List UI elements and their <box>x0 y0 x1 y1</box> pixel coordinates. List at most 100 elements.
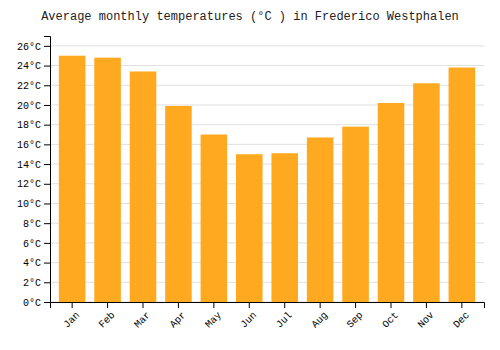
x-tick-label: Feb <box>97 310 118 331</box>
x-axis: Jan Feb Mar Apr May Jun Jul Aug Sep Oct Nov Dec <box>51 302 485 330</box>
y-tick: 6°C <box>23 239 50 250</box>
y-tick-label: 4°C <box>23 258 41 269</box>
y-tick: 26°C <box>17 42 50 53</box>
x-tick: Oct <box>380 302 401 330</box>
y-tick-mark <box>44 243 50 244</box>
y-tick-label: 8°C <box>23 219 41 230</box>
x-tick-label: Jun <box>239 310 260 331</box>
y-tick: 20°C <box>17 101 50 112</box>
x-tick-label: Dec <box>451 310 472 331</box>
x-tick-mark <box>143 302 144 308</box>
y-tick: 10°C <box>17 199 50 210</box>
y-tick: 8°C <box>23 219 50 230</box>
grid <box>50 46 484 302</box>
y-tick-label: 16°C <box>17 140 41 151</box>
y-tick: 14°C <box>17 160 50 171</box>
y-tick-mark <box>44 144 50 145</box>
x-tick: Apr <box>168 302 189 330</box>
y-tick-mark <box>44 302 50 303</box>
x-tick-label: Jul <box>274 310 295 331</box>
grid-line <box>50 45 484 46</box>
plot: 0°C 2°C 4°C 6°C 8°C 10°C 12°C 14°C 16°C 18°C 20°C 2… <box>17 37 485 331</box>
y-tick: 2°C <box>23 278 50 289</box>
y-tick-mark <box>44 66 50 67</box>
x-tick: Feb <box>97 302 118 330</box>
bars <box>59 56 475 302</box>
x-tick-label: Oct <box>380 310 401 331</box>
y-tick-label: 20°C <box>17 101 41 112</box>
x-tick: Dec <box>451 302 472 330</box>
y-tick: 12°C <box>17 179 50 190</box>
y-tick-mark <box>44 203 50 204</box>
x-tick-mark <box>213 302 214 308</box>
y-tick-mark <box>44 85 50 86</box>
bar <box>59 56 86 302</box>
y-tick-label: 26°C <box>17 42 41 53</box>
x-tick: Jul <box>274 302 295 330</box>
y-tick-label: 12°C <box>17 179 41 190</box>
x-tick-mark <box>178 302 179 308</box>
x-tick-mark <box>355 302 356 308</box>
y-tick: 4°C <box>23 258 50 269</box>
x-tick: Jan <box>62 302 83 330</box>
y-tick-label: 0°C <box>23 298 41 309</box>
y-tick: 16°C <box>17 140 50 151</box>
bar <box>94 58 121 302</box>
y-tick-mark <box>44 263 50 264</box>
x-tick-label: Sep <box>345 310 366 331</box>
x-tick-label: May <box>203 310 224 331</box>
x-tick-label: Aug <box>310 310 331 331</box>
x-tick-mark <box>107 302 108 308</box>
y-tick: 24°C <box>17 61 50 72</box>
x-tick-mark <box>249 302 250 308</box>
y-tick-mark <box>44 282 50 283</box>
bar <box>413 83 440 302</box>
x-tick-mark <box>461 302 462 308</box>
x-tick: May <box>203 302 224 330</box>
y-axis: 0°C 2°C 4°C 6°C 8°C 10°C 12°C 14°C 16°C 18°C 20°C 2… <box>17 37 51 309</box>
y-axis-line <box>44 37 51 303</box>
x-tick-mark <box>284 302 285 308</box>
y-tick-label: 2°C <box>23 278 41 289</box>
y-tick: 0°C <box>23 298 50 309</box>
bar <box>236 154 263 302</box>
bar <box>201 135 228 302</box>
x-tick: Nov <box>416 302 437 330</box>
x-tick-label: Mar <box>132 310 153 331</box>
title: Average monthly temperatures (°C ) in Fr… <box>41 10 459 24</box>
x-tick: Sep <box>345 302 366 330</box>
x-tick-label: Nov <box>416 310 437 331</box>
y-tick-label: 18°C <box>17 120 41 131</box>
bar <box>165 106 192 302</box>
y-tick-mark <box>44 125 50 126</box>
x-tick-mark <box>72 302 73 308</box>
y-tick-label: 24°C <box>17 61 41 72</box>
bar <box>130 71 157 302</box>
x-tick-label: Apr <box>168 310 189 331</box>
chart: Average monthly temperatures (°C ) in Fr… <box>0 0 500 350</box>
bar <box>271 153 298 302</box>
x-axis-line <box>51 303 485 309</box>
bar <box>449 68 476 302</box>
x-tick: Jun <box>239 302 260 330</box>
y-tick-label: 22°C <box>17 81 41 92</box>
y-tick-mark <box>44 46 50 47</box>
y-tick-mark <box>44 184 50 185</box>
x-tick-mark <box>426 302 427 308</box>
x-tick-mark <box>320 302 321 308</box>
bar <box>378 103 405 302</box>
y-tick-mark <box>44 105 50 106</box>
x-tick-mark <box>391 302 392 308</box>
x-tick-label: Jan <box>62 310 83 331</box>
y-tick-label: 6°C <box>23 239 41 250</box>
y-tick-mark <box>44 164 50 165</box>
y-tick-mark <box>44 223 50 224</box>
x-tick: Mar <box>132 302 153 330</box>
bar <box>307 137 334 302</box>
bar <box>342 127 369 302</box>
y-tick-label: 14°C <box>17 160 41 171</box>
y-tick: 18°C <box>17 120 50 131</box>
y-tick: 22°C <box>17 81 50 92</box>
x-tick: Aug <box>310 302 331 330</box>
y-tick-label: 10°C <box>17 199 41 210</box>
